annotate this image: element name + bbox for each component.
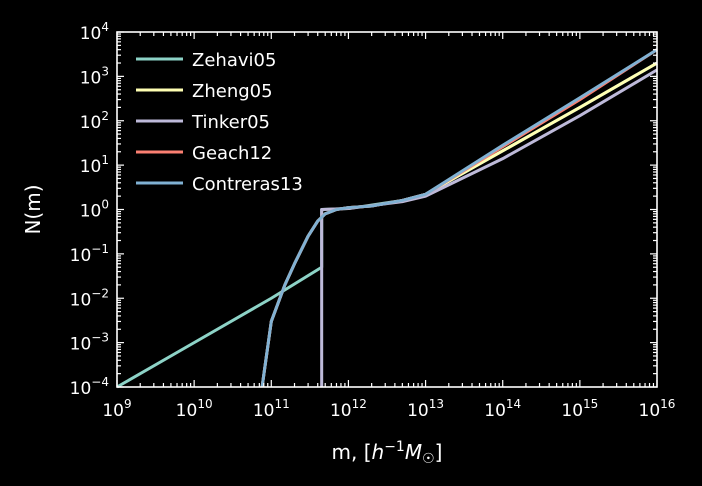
y-tick-label: 10−4 — [70, 375, 109, 399]
y-tick-label: 10−2 — [70, 286, 109, 310]
x-tick-labels: 109 1010 1011 1012 1013 1014 1015 1016 — [102, 397, 675, 421]
x-tick-label: 1011 — [253, 397, 290, 421]
legend-label-zheng05: Zheng05 — [192, 81, 273, 102]
x-axis-label: m, [h−1M☉] — [332, 439, 443, 467]
y-tick-label: 104 — [80, 20, 109, 44]
x-tick-label: 1010 — [176, 397, 213, 421]
legend: Zehavi05 Zheng05 Tinker05 Geach12 Contreras1… — [136, 50, 303, 195]
y-tick-label: 10−3 — [70, 331, 109, 355]
y-tick-label: 10−1 — [70, 242, 109, 266]
x-tick-label: 1016 — [639, 397, 676, 421]
legend-label-tinker05: Tinker05 — [191, 112, 270, 133]
legend-label-zehavi05: Zehavi05 — [192, 50, 276, 71]
plot-frame — [116, 31, 658, 388]
y-tick-label: 100 — [80, 198, 109, 222]
y-tick-label: 101 — [80, 153, 109, 177]
legend-label-contreras13: Contreras13 — [192, 174, 303, 195]
legend-label-geach12: Geach12 — [192, 143, 272, 164]
y-tick-label: 103 — [80, 64, 109, 88]
y-axis-label: N(m) — [21, 184, 45, 234]
x-tick-label: 1013 — [407, 397, 444, 421]
x-tick-label: 1015 — [561, 397, 598, 421]
series-line-contreras13 — [260, 48, 658, 388]
series-layer — [116, 48, 658, 389]
y-tick-labels: 10−4 10−3 10−2 10−1 100 101 102 103 104 — [70, 20, 109, 399]
y-tick-label: 102 — [80, 109, 109, 133]
x-tick-label: 1014 — [484, 397, 521, 421]
x-tick-label: 1012 — [330, 397, 367, 421]
x-tick-label: 109 — [102, 397, 131, 421]
